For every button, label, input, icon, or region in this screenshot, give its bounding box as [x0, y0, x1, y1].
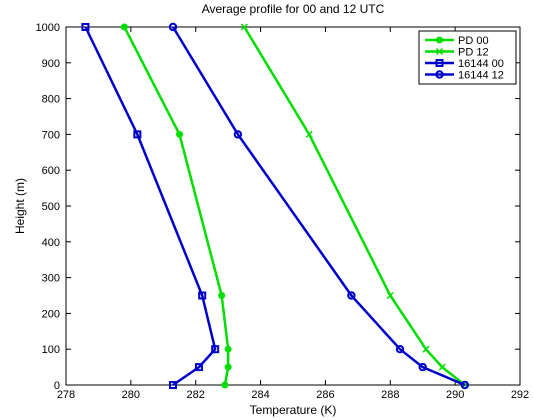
series-16144-00 — [81, 23, 220, 389]
y-tick-label: 400 — [42, 237, 60, 249]
y-tick-label: 600 — [42, 165, 60, 177]
y-tick-label: 700 — [42, 129, 60, 141]
y-axis-label: Height (m) — [13, 178, 27, 234]
legend-label: PD 00 — [458, 35, 489, 47]
data-point — [168, 22, 178, 32]
series-line — [171, 26, 466, 387]
x-tick-label: 282 — [187, 389, 205, 401]
data-point — [218, 292, 226, 299]
legend-marker — [436, 36, 443, 44]
data-point — [224, 363, 232, 371]
data-point — [438, 363, 446, 371]
data-point — [221, 381, 229, 389]
legend-item: 16144 12 — [425, 70, 504, 82]
series-line — [84, 26, 217, 387]
data-point — [133, 130, 142, 139]
legend-marker — [435, 59, 444, 67]
data-point — [176, 130, 183, 138]
data-point — [194, 363, 203, 372]
series-line — [243, 26, 466, 386]
data-point — [305, 130, 313, 138]
data-point — [211, 345, 220, 354]
data-point — [395, 345, 405, 354]
y-tick-label: 200 — [42, 308, 60, 320]
data-point — [120, 23, 128, 31]
data-point — [422, 345, 430, 353]
chart-title: Average profile for 00 and 12 UTC — [202, 2, 385, 16]
x-axis: 278 280 282 284 286 288 290 292 — [57, 27, 529, 401]
legend-marker — [435, 47, 444, 56]
y-axis: 0 100 200 300 400 500 600 700 800 900 1000 — [36, 22, 520, 392]
x-tick-label: 292 — [511, 389, 529, 401]
y-tick-label: 300 — [42, 273, 60, 285]
x-tick-label: 280 — [122, 389, 140, 401]
legend-label: 16144 12 — [458, 70, 504, 82]
data-point — [418, 362, 427, 372]
y-tick-label: 500 — [42, 201, 60, 213]
data-point — [198, 291, 207, 300]
series-pd-00 — [120, 23, 232, 389]
data-point — [233, 130, 243, 139]
data-point — [460, 380, 470, 390]
y-tick-label: 900 — [42, 58, 60, 70]
data-point — [169, 381, 178, 389]
data-point — [347, 291, 356, 300]
x-tick-label: 288 — [381, 389, 399, 401]
series-pd-12 — [240, 23, 469, 389]
legend-item: PD 00 — [425, 35, 489, 47]
legend-marker — [435, 70, 444, 79]
plot-area — [65, 26, 521, 386]
x-axis-label: Temperature (K) — [250, 403, 337, 417]
y-tick-label: 100 — [42, 344, 60, 356]
data-point — [386, 291, 394, 300]
data-point — [224, 345, 232, 353]
data-point — [81, 23, 90, 31]
y-tick-label: 0 — [54, 380, 60, 392]
data-point — [240, 23, 248, 31]
x-tick-label: 286 — [316, 389, 334, 401]
legend-item: PD 12 — [425, 47, 489, 59]
y-tick-label: 800 — [42, 94, 60, 106]
series-16144-12 — [168, 22, 470, 390]
legend-item: 16144 00 — [425, 58, 504, 70]
y-tick-label: 1000 — [36, 22, 60, 34]
x-tick-label: 284 — [251, 389, 269, 401]
x-tick-label: 278 — [57, 389, 75, 401]
x-tick-label: 290 — [446, 389, 464, 401]
legend-label: PD 12 — [458, 47, 489, 59]
legend-label: 16144 00 — [458, 58, 504, 70]
series-layer — [81, 22, 470, 390]
